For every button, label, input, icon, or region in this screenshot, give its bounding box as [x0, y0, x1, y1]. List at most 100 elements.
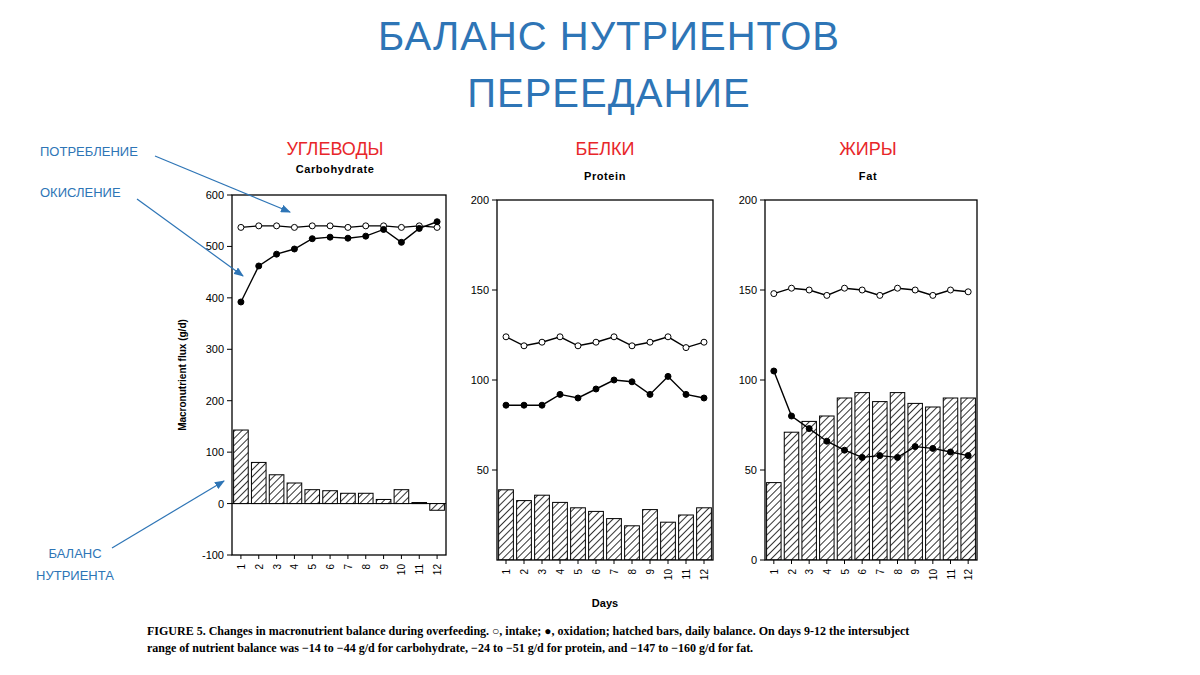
panel: УГЛЕВОДЫCarbohydrate-1000100200300400500… — [177, 139, 446, 575]
oxidation-point — [309, 236, 315, 242]
page-title: ПЕРЕЕДАНИЕ — [467, 71, 751, 115]
balance-bar — [697, 508, 712, 560]
x-tick-label: 10 — [928, 569, 939, 581]
oxidation-point — [434, 219, 440, 225]
balance-bar — [643, 510, 658, 560]
oxidation-point — [274, 251, 280, 257]
series-line — [506, 337, 704, 348]
oxidation-point — [647, 391, 653, 397]
panel-subtitle: Carbohydrate — [296, 163, 375, 175]
x-tick-label: 5 — [840, 569, 851, 575]
oxidation-point — [789, 413, 795, 419]
y-tick — [760, 470, 765, 471]
oxidation-point — [238, 299, 244, 305]
series-line — [506, 376, 704, 405]
plot-data — [499, 334, 712, 560]
balance-bar — [837, 398, 851, 560]
balance-bar — [571, 508, 586, 560]
intake-point — [806, 287, 812, 293]
balance-bar — [607, 519, 622, 560]
y-tick — [227, 349, 232, 350]
balance-bar — [908, 403, 922, 560]
y-tick-label: 200 — [739, 194, 757, 206]
x-tick-label: 6 — [591, 569, 602, 575]
oxidation-point — [912, 444, 918, 450]
y-tick-label: 200 — [206, 395, 224, 407]
balance-bar — [305, 490, 320, 504]
x-tick-label: 4 — [555, 569, 566, 575]
x-tick-label: 10 — [396, 564, 407, 576]
x-tick-label: 3 — [804, 569, 815, 575]
intake-point — [683, 345, 689, 351]
annotation-arrow — [112, 481, 224, 548]
intake-point — [434, 224, 440, 230]
balance-bar — [926, 407, 940, 560]
x-tick-label: 7 — [609, 569, 620, 575]
x-tick-label: 12 — [432, 564, 443, 576]
panel-title: ЖИРЫ — [839, 139, 897, 159]
intake-point — [701, 339, 707, 345]
intake-point — [503, 334, 509, 340]
balance-bar — [943, 398, 957, 560]
oxidation-point — [398, 239, 404, 245]
y-tick — [492, 200, 497, 201]
panel-title: БЕЛКИ — [575, 139, 634, 159]
y-tick — [227, 452, 232, 453]
oxidation-point — [575, 395, 581, 401]
balance-bar — [499, 490, 514, 560]
intake-point — [965, 289, 971, 295]
y-tick — [227, 246, 232, 247]
annotation-line: БАЛАНС — [48, 546, 101, 561]
balance-bar — [251, 462, 266, 503]
balance-bar — [535, 495, 550, 560]
balance-bar — [767, 483, 781, 560]
intake-point — [877, 292, 883, 298]
x-tick-label: 9 — [645, 569, 656, 575]
caption: range of nutrient balance was −14 to −44… — [147, 641, 753, 655]
oxidation-point — [842, 447, 848, 453]
intake-point — [948, 287, 954, 293]
y-tick-label: 100 — [471, 374, 489, 386]
oxidation-point — [771, 368, 777, 374]
series-line — [774, 288, 968, 295]
annotation: БАЛАНСНУТРИЕНТА — [36, 546, 114, 583]
intake-point — [629, 343, 635, 349]
x-tick-label: 6 — [325, 564, 336, 570]
balance-bar — [553, 502, 568, 560]
y-tick — [492, 290, 497, 291]
intake-point — [789, 285, 795, 291]
intake-point — [895, 285, 901, 291]
oxidation-point — [806, 426, 812, 432]
x-tick-label: 10 — [663, 569, 674, 581]
oxidation-point — [948, 449, 954, 455]
y-tick-label: 0 — [218, 498, 224, 510]
y-tick-label: -100 — [202, 549, 224, 561]
x-tick-label: 2 — [519, 569, 530, 575]
x-tick-label: 9 — [379, 564, 390, 570]
intake-point — [859, 287, 865, 293]
oxidation-point — [539, 402, 545, 408]
series-line — [774, 371, 968, 457]
intake-point — [912, 287, 918, 293]
intake-point — [345, 224, 351, 230]
y-tick — [227, 555, 232, 556]
x-tick-label: 5 — [573, 569, 584, 575]
balance-bar — [625, 526, 640, 560]
y-tick — [760, 200, 765, 201]
panel-subtitle: Protein — [584, 170, 626, 182]
intake-point — [575, 343, 581, 349]
intake-point — [238, 224, 244, 230]
series-line — [241, 226, 437, 228]
oxidation-point — [665, 373, 671, 379]
y-tick-label: 50 — [477, 464, 489, 476]
balance-bar — [430, 504, 445, 511]
y-tick — [227, 503, 232, 504]
intake-point — [593, 339, 599, 345]
x-tick-label: 2 — [254, 564, 265, 570]
y-tick-label: 50 — [745, 464, 757, 476]
y-tick — [227, 195, 232, 196]
intake-point — [665, 334, 671, 340]
x-tick-label: 12 — [699, 569, 710, 581]
balance-bar — [376, 499, 391, 503]
intake-point — [398, 224, 404, 230]
